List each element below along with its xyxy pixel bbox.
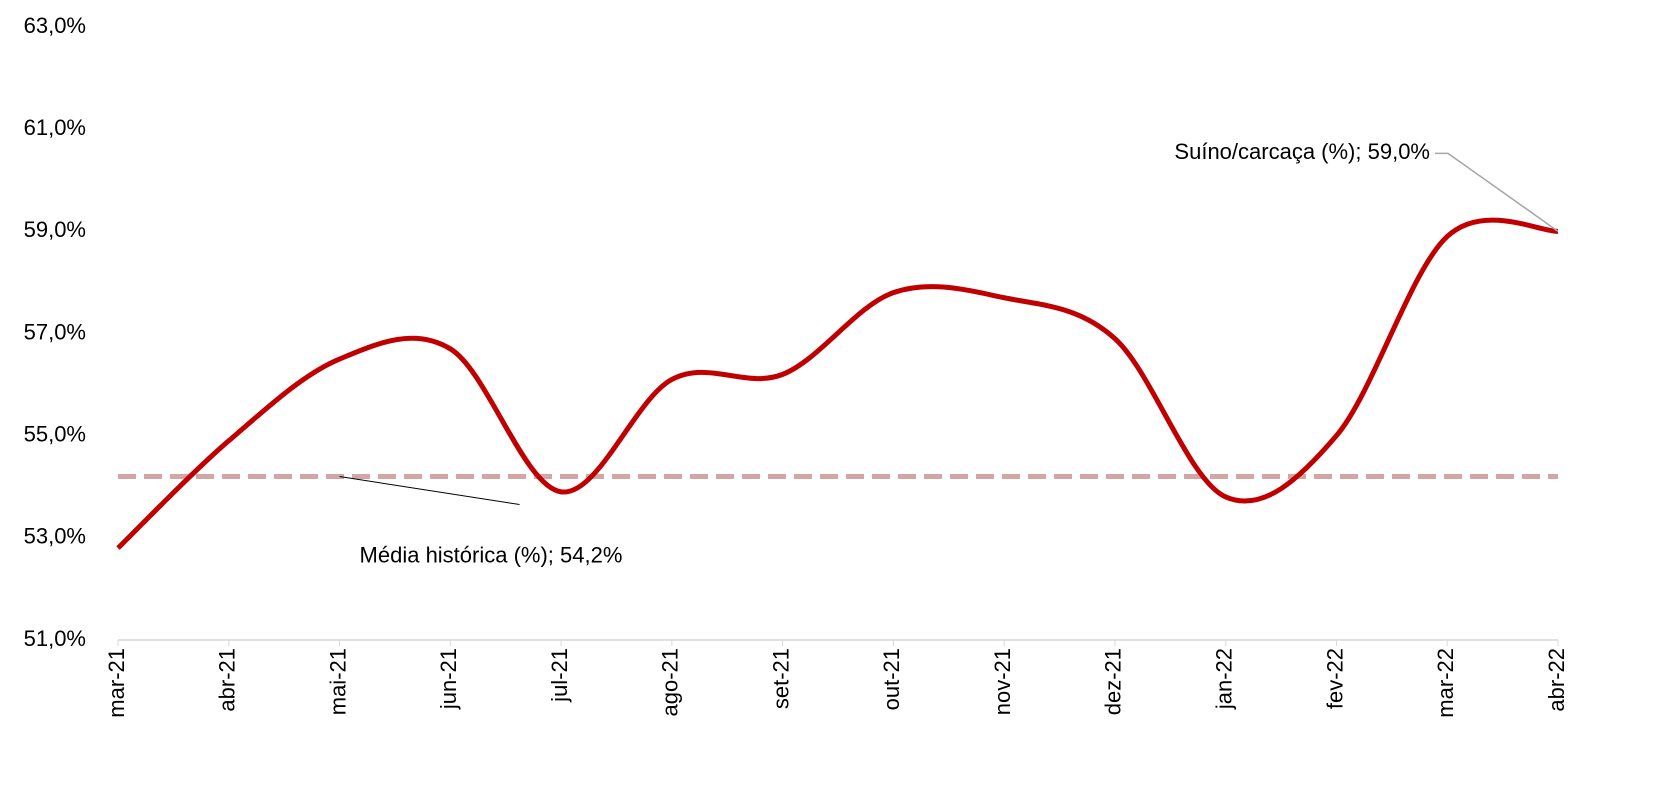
x-tick-label: abr-21 [215, 648, 240, 712]
y-tick-label: 55,0% [24, 421, 86, 446]
x-tick-label: set-21 [768, 648, 793, 709]
x-tick-label: mar-21 [104, 648, 129, 718]
leader-line [339, 476, 520, 506]
x-tick-label: mai-21 [325, 648, 350, 715]
x-tick-label: mar-22 [1433, 648, 1458, 718]
y-tick-label: 57,0% [24, 319, 86, 344]
x-tick-label: out-21 [879, 648, 904, 710]
x-tick-label: jun-21 [436, 648, 461, 710]
y-tick-label: 61,0% [24, 115, 86, 140]
y-tick-label: 59,0% [24, 217, 86, 242]
y-tick-label: 53,0% [24, 524, 86, 549]
x-tick-label: dez-21 [1101, 648, 1126, 715]
data-label: Suíno/carcaça (%); 59,0% [1174, 139, 1430, 164]
x-tick-label: ago-21 [658, 648, 683, 717]
x-tick-label: jan-22 [1212, 648, 1237, 710]
series-line [116, 217, 1559, 550]
x-tick-label: nov-21 [990, 648, 1015, 715]
x-tick-label: fev-22 [1322, 648, 1347, 709]
y-tick-label: 51,0% [24, 626, 86, 651]
data-label: Média histórica (%); 54,2% [360, 542, 623, 567]
x-tick-label: jul-21 [547, 648, 572, 703]
x-tick-label: abr-22 [1544, 648, 1569, 712]
y-tick-label: 63,0% [24, 13, 86, 38]
leader-line [1435, 152, 1559, 232]
